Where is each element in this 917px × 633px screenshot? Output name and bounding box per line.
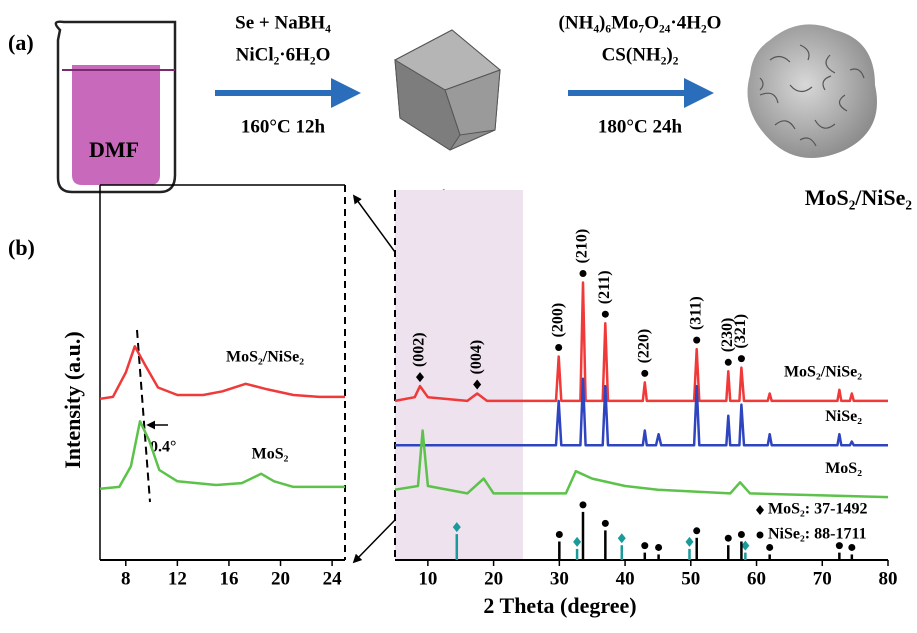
beaker [56,22,175,192]
ref-marker [757,532,764,539]
x-tick-label: 50 [681,568,700,589]
series-label: MoS₂/NiSe₂ [784,364,862,381]
series-label: NiSe₂ [825,408,862,425]
condition: 180°C 24h [598,116,683,137]
series-label: MoS₂/NiSe₂ [226,349,304,366]
reagent: Se + NaBH₄ [235,12,331,33]
ref-marker [579,270,586,277]
ref-marker [693,337,700,344]
ref-marker [602,311,609,318]
ref-marker [756,505,764,515]
figure: (a) (b) DMF Se + NaBH₄ NiCl₂·6H₂O 160°C … [0,0,917,633]
ref-marker [738,355,745,362]
x-tick-label: 16 [219,568,238,589]
x-tick-label: 60 [747,568,766,589]
peak-label: (210) [574,229,591,264]
condition: 160°C 12h [241,116,326,137]
reagent: NiCl₂·6H₂O [236,44,331,65]
ref-marker [766,544,773,551]
reagent: (NH₄)₆Mo₇O₂₄·4H₂O [559,12,722,33]
peak-label: (002) [411,332,428,367]
x-tick-label: 20 [271,568,290,589]
ref-marker [602,520,609,527]
legend-label: MoS₂: 37-1492 [768,501,867,518]
x-tick-label: 12 [168,568,187,589]
ref-marker [738,531,745,538]
ref-marker [618,533,626,543]
flower-particle [748,24,878,158]
peak-label: (311) [687,296,704,330]
connector [354,520,395,562]
xrd-curve [100,346,345,399]
panel-label: (b) [8,235,35,260]
x-tick-label: 24 [323,568,343,589]
x-tick-label: 30 [550,568,569,589]
x-tick-label: 80 [879,568,898,589]
series-label: MoS₂ [252,446,289,463]
product-label: MoS₂/NiSe₂ [805,185,913,210]
x-tick-label: 8 [121,568,131,589]
legend-label: NiSe₂: 88-1711 [768,526,867,543]
xrd-curve [100,421,345,489]
peak-label: (200) [549,303,566,338]
y-axis-label: Intensity (a.u.) [60,331,85,469]
x-tick-label: 20 [484,568,503,589]
series-label: MoS₂ [825,460,862,477]
ref-marker [836,542,843,549]
solvent-label: DMF [89,137,139,162]
peak-label: (004) [468,340,485,375]
ref-marker [693,527,700,534]
x-axis-label: 2 Theta (degree) [483,593,636,618]
ref-marker [725,535,732,542]
ref-marker [555,344,562,351]
peak-label: (321) [732,314,749,349]
ref-marker [556,531,563,538]
ref-marker [848,544,855,551]
ref-marker [641,370,648,377]
panel-label: (a) [8,30,34,55]
ref-marker [685,537,693,547]
peak-label: (220) [635,329,652,364]
x-tick-label: 10 [418,568,437,589]
ref-marker [573,537,581,547]
ref-marker [655,544,662,551]
ref-marker [725,359,732,366]
peak-label: (211) [596,270,613,304]
polyhedron [395,30,500,150]
ref-marker [641,542,648,549]
x-tick-label: 40 [616,568,635,589]
ref-marker [579,501,586,508]
x-tick-label: 70 [813,568,832,589]
reagent: CS(NH₂)₂ [602,44,679,65]
highlight-region [395,190,523,560]
connector [354,196,395,252]
